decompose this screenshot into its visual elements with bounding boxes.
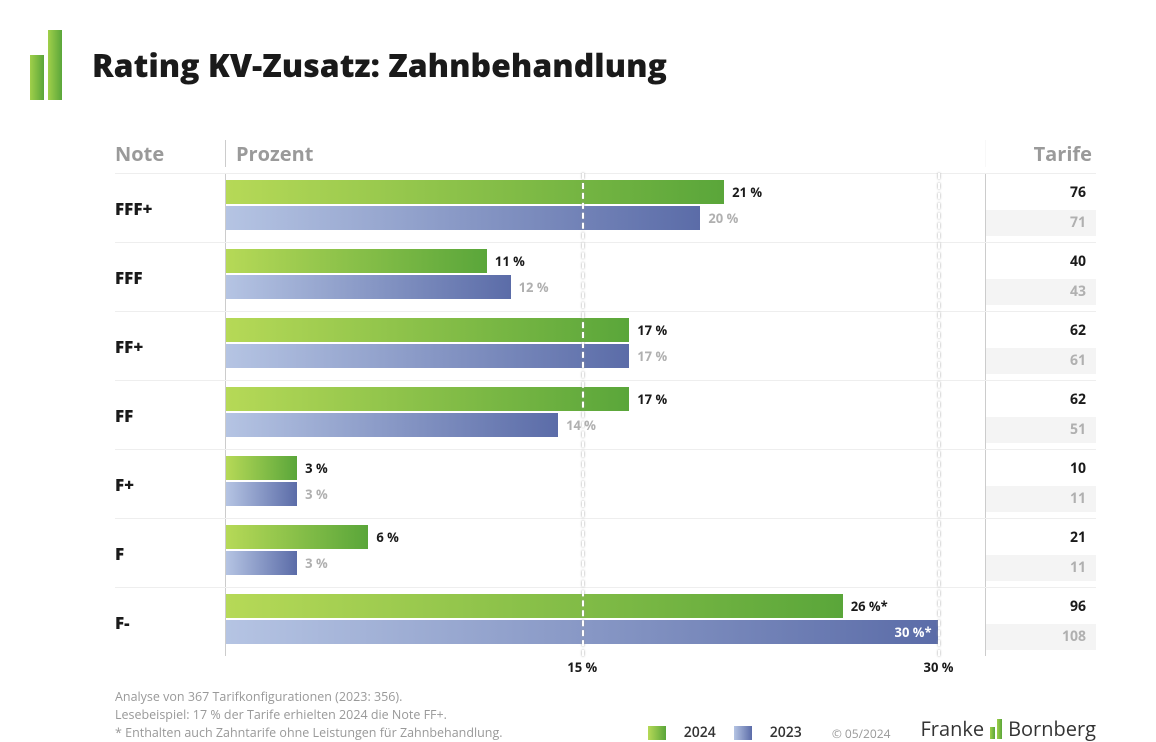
bar-2024 bbox=[226, 525, 368, 549]
legend-label-2024: 2024 bbox=[684, 723, 716, 742]
note-label: F bbox=[115, 519, 225, 587]
page-title: Rating KV-Zusatz: Zahnbehandlung bbox=[92, 44, 667, 87]
bar-label-2023: 30 %* bbox=[895, 623, 932, 641]
chart-container: Note Prozent Tarife FFF+21 %20 %7671FFF1… bbox=[115, 140, 1096, 676]
tarife-2023: 11 bbox=[986, 486, 1096, 512]
tarife-2023: 51 bbox=[986, 417, 1096, 443]
footnote-line: * Enthalten auch Zahntarife ohne Leistun… bbox=[115, 724, 628, 742]
bar-2023 bbox=[226, 206, 700, 230]
note-label: FF+ bbox=[115, 312, 225, 380]
bar-2023 bbox=[226, 413, 558, 437]
bar-label-2024: 6 % bbox=[376, 528, 399, 546]
tarife-2024: 62 bbox=[986, 318, 1096, 344]
bar-2024 bbox=[226, 318, 629, 342]
note-label: FF bbox=[115, 381, 225, 449]
brand-logo: Franke Bornberg bbox=[920, 715, 1096, 742]
column-headers: Note Prozent Tarife bbox=[115, 140, 1096, 173]
bar-2023 bbox=[226, 551, 297, 575]
table-row: F6 %3 %2111 bbox=[115, 518, 1096, 587]
bar-2023 bbox=[226, 482, 297, 506]
tarife-cell: 96108 bbox=[986, 588, 1096, 656]
reference-label: 15 % bbox=[567, 658, 597, 676]
bar-label-2023: 17 % bbox=[637, 347, 667, 365]
brand-part1: Franke bbox=[920, 715, 984, 742]
tarife-2024: 21 bbox=[986, 525, 1096, 551]
tarife-2024: 96 bbox=[986, 594, 1096, 620]
col-header-tarife: Tarife bbox=[986, 140, 1096, 167]
copyright: © 05/2024 bbox=[832, 725, 891, 742]
legend: 2024 2023 bbox=[648, 723, 802, 742]
axis-labels: 15 % 30 % bbox=[115, 658, 1096, 676]
bars-cell: 26 %* 30 %* bbox=[225, 588, 986, 656]
footnotes: Analyse von 367 Tarifkonfigurationen (20… bbox=[115, 688, 628, 742]
bar-2023: 30 %* bbox=[226, 620, 938, 644]
bars-cell: 17 % 17 % bbox=[225, 312, 986, 380]
chart-rows: FFF+21 %20 %7671FFF11 %12 %4043FF+17 %17… bbox=[115, 173, 1096, 656]
bar-label-2024: 11 % bbox=[495, 252, 525, 270]
tarife-cell: 7671 bbox=[986, 174, 1096, 242]
bar-2024 bbox=[226, 594, 843, 618]
bar-label-2024: 17 % bbox=[637, 321, 667, 339]
bar-2023 bbox=[226, 275, 511, 299]
bar-label-2023: 12 % bbox=[519, 278, 549, 296]
tarife-2023: 61 bbox=[986, 348, 1096, 374]
header: Rating KV-Zusatz: Zahnbehandlung bbox=[20, 30, 1116, 100]
table-row: F+3 %3 %1011 bbox=[115, 449, 1096, 518]
bar-label-2024: 3 % bbox=[305, 459, 328, 477]
legend-label-2023: 2023 bbox=[770, 723, 802, 742]
bar-label-2024: 26 %* bbox=[851, 597, 888, 615]
bars-cell: 3 %3 % bbox=[225, 450, 986, 518]
note-label: FFF+ bbox=[115, 174, 225, 242]
tarife-cell: 6261 bbox=[986, 312, 1096, 380]
table-row: FF17 %14 %6251 bbox=[115, 380, 1096, 449]
tarife-cell: 4043 bbox=[986, 243, 1096, 311]
bars-cell: 21 % 20 % bbox=[225, 174, 986, 242]
note-label: FFF bbox=[115, 243, 225, 311]
footer: Analyse von 367 Tarifkonfigurationen (20… bbox=[115, 688, 1096, 742]
legend-swatch-2024 bbox=[648, 726, 666, 740]
bar-2024 bbox=[226, 180, 724, 204]
bars-cell: 11 % 12 % bbox=[225, 243, 986, 311]
table-row: F-26 %*30 %*96108 bbox=[115, 587, 1096, 656]
tarife-2023: 11 bbox=[986, 555, 1096, 581]
bar-label-2024: 21 % bbox=[732, 183, 762, 201]
tarife-2024: 62 bbox=[986, 387, 1096, 413]
legend-swatch-2023 bbox=[734, 726, 752, 740]
note-label: F- bbox=[115, 588, 225, 656]
bar-label-2023: 14 % bbox=[566, 416, 596, 434]
note-label: F+ bbox=[115, 450, 225, 518]
bar-2023 bbox=[226, 344, 629, 368]
tarife-2024: 76 bbox=[986, 180, 1096, 206]
table-row: FFF11 %12 %4043 bbox=[115, 242, 1096, 311]
logo-icon bbox=[30, 30, 62, 100]
tarife-2023: 108 bbox=[986, 624, 1096, 650]
table-row: FFF+21 %20 %7671 bbox=[115, 173, 1096, 242]
footnote-line: Analyse von 367 Tarifkonfigurationen (20… bbox=[115, 688, 628, 706]
tarife-2024: 10 bbox=[986, 456, 1096, 482]
col-header-note: Note bbox=[115, 140, 225, 167]
bars-cell: 6 % 3 % bbox=[225, 519, 986, 587]
tarife-2023: 71 bbox=[986, 210, 1096, 236]
tarife-2023: 43 bbox=[986, 279, 1096, 305]
tarife-2024: 40 bbox=[986, 249, 1096, 275]
col-header-prozent: Prozent bbox=[225, 140, 986, 167]
bar-2024 bbox=[226, 456, 297, 480]
tarife-cell: 2111 bbox=[986, 519, 1096, 587]
bar-2024 bbox=[226, 249, 487, 273]
tarife-cell: 6251 bbox=[986, 381, 1096, 449]
tarife-cell: 1011 bbox=[986, 450, 1096, 518]
table-row: FF+17 %17 %6261 bbox=[115, 311, 1096, 380]
bar-label-2024: 17 % bbox=[637, 390, 667, 408]
bars-cell: 17 % 14 % bbox=[225, 381, 986, 449]
bar-label-2023: 3 % bbox=[305, 554, 328, 572]
brand-part2: Bornberg bbox=[1008, 715, 1096, 742]
bar-label-2023: 20 % bbox=[708, 209, 738, 227]
bar-2024 bbox=[226, 387, 629, 411]
bar-label-2023: 3 % bbox=[305, 485, 328, 503]
reference-label: 30 % bbox=[924, 658, 954, 676]
